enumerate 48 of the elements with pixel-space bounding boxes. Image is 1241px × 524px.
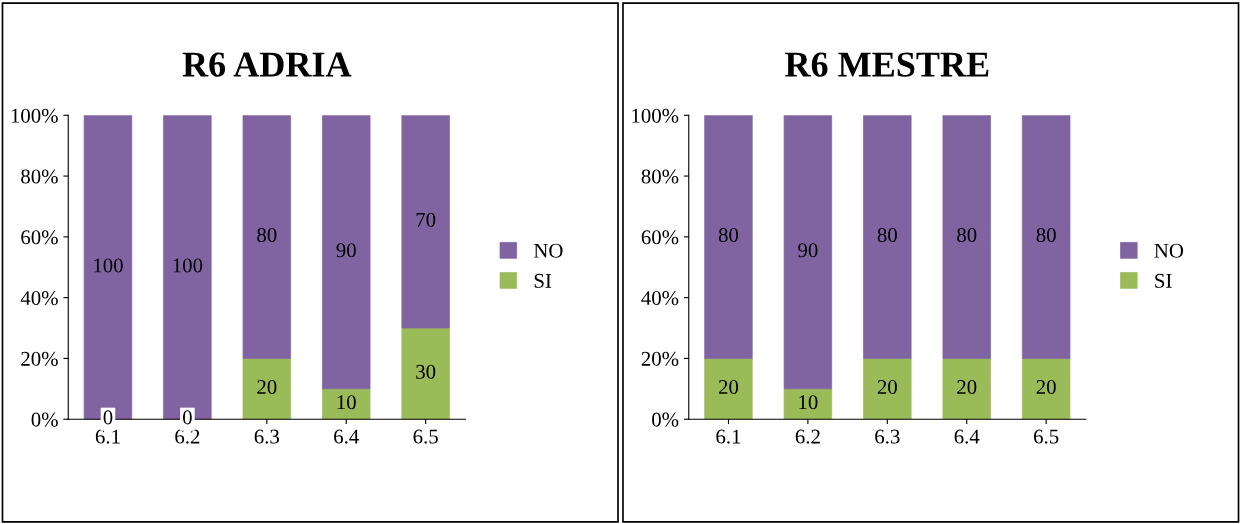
chart-title: R6 MESTRE xyxy=(785,52,989,77)
data-label: 0 xyxy=(103,410,113,425)
y-tick-label: 80% xyxy=(21,169,58,184)
x-tick-label: 6.1 xyxy=(95,429,120,444)
x-tick-label: 6.3 xyxy=(875,429,900,444)
data-label: 80 xyxy=(877,228,897,243)
data-label: 10 xyxy=(799,395,818,410)
y-tick-label: 20% xyxy=(21,351,58,366)
x-tick-label: 6.1 xyxy=(716,429,741,444)
x-tick-label: 6.4 xyxy=(954,429,980,444)
x-tick-label: 6.2 xyxy=(175,429,200,444)
legend-label: SI xyxy=(534,273,552,288)
legend-label: NO xyxy=(1154,243,1184,258)
data-label: 80 xyxy=(1036,228,1056,243)
y-tick-label: 100% xyxy=(11,108,58,123)
data-label: 80 xyxy=(257,228,277,243)
data-label: 90 xyxy=(798,243,818,258)
data-label: 10 xyxy=(337,395,356,410)
data-label: 20 xyxy=(1036,379,1056,395)
data-label: 80 xyxy=(957,228,977,243)
legend-label: NO xyxy=(533,243,563,258)
data-label: 0 xyxy=(182,410,192,425)
x-tick-label: 6.5 xyxy=(413,429,438,444)
data-label: 80 xyxy=(718,228,739,243)
y-tick-label: 40% xyxy=(20,291,58,306)
x-tick-label: 6.5 xyxy=(1034,429,1059,444)
y-tick-label: 100% xyxy=(632,108,679,123)
data-label: 100 xyxy=(173,258,203,273)
y-tick-label: 60% xyxy=(21,230,58,245)
data-label: 20 xyxy=(877,379,897,395)
y-tick-label: 0% xyxy=(31,412,58,427)
data-label: 70 xyxy=(416,212,436,227)
x-tick-label: 6.4 xyxy=(334,429,359,444)
y-tick-label: 0% xyxy=(652,412,679,427)
data-label: 90 xyxy=(336,243,356,258)
data-label: 100 xyxy=(94,258,123,273)
y-tick-label: 20% xyxy=(641,351,679,366)
data-label: 30 xyxy=(416,364,436,379)
data-label: 20 xyxy=(957,379,977,395)
x-tick-label: 6.3 xyxy=(254,429,280,444)
y-tick-label: 40% xyxy=(641,291,679,306)
y-tick-label: 60% xyxy=(641,230,679,245)
y-tick-label: 80% xyxy=(641,169,679,184)
chart-title: R6 ADRIA xyxy=(182,52,352,77)
legend-label: SI xyxy=(1155,273,1172,288)
x-tick-label: 6.2 xyxy=(795,429,820,444)
data-label: 20 xyxy=(718,379,739,395)
data-label: 20 xyxy=(257,379,277,395)
